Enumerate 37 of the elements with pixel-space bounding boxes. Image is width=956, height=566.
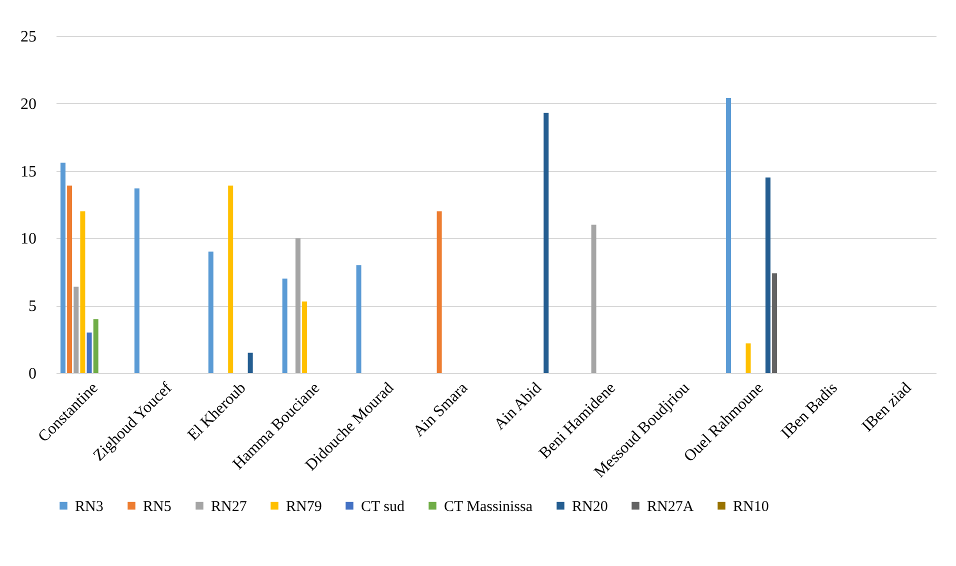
legend-label: RN27A bbox=[647, 498, 694, 515]
bar bbox=[86, 332, 92, 373]
legend-label: RN3 bbox=[75, 498, 104, 515]
bar bbox=[765, 178, 770, 373]
legend-label: RN5 bbox=[143, 498, 172, 515]
bar bbox=[248, 352, 253, 373]
y-tick-label: 20 bbox=[20, 96, 36, 113]
bar bbox=[746, 343, 751, 373]
bar bbox=[134, 188, 140, 373]
bar bbox=[772, 273, 778, 373]
bar bbox=[356, 265, 362, 373]
bar bbox=[436, 211, 442, 373]
bar bbox=[544, 112, 549, 373]
y-tick-label: 5 bbox=[28, 298, 36, 316]
legend-label: CT sud bbox=[361, 498, 405, 515]
bar bbox=[302, 302, 308, 373]
y-tick-label: 15 bbox=[20, 163, 36, 180]
y-tick-label: 0 bbox=[28, 366, 36, 382]
bar bbox=[67, 186, 72, 373]
bar bbox=[208, 252, 214, 373]
bar bbox=[726, 98, 732, 373]
bar bbox=[591, 224, 596, 373]
bar bbox=[93, 319, 98, 373]
legend-label: RN20 bbox=[572, 498, 608, 515]
legend-label: RN79 bbox=[286, 498, 322, 515]
y-tick-label: 25 bbox=[20, 28, 36, 46]
bar bbox=[295, 238, 300, 373]
legend-label: CT Massinissa bbox=[444, 498, 533, 515]
bar bbox=[60, 162, 66, 373]
legend-label: RN10 bbox=[733, 498, 769, 515]
x-tick-label: IBen ziad bbox=[859, 380, 915, 436]
bar bbox=[74, 286, 79, 373]
y-tick-label: 10 bbox=[20, 230, 36, 248]
bar bbox=[80, 211, 86, 373]
legend-label: RN27 bbox=[211, 498, 248, 515]
bar bbox=[282, 278, 288, 373]
bar bbox=[228, 186, 234, 373]
